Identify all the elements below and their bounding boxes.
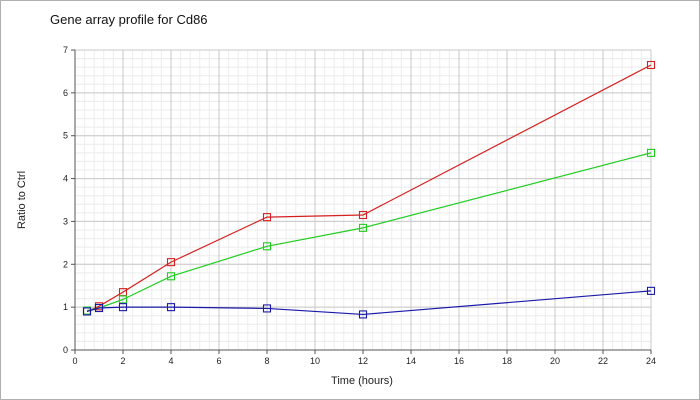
x-tick-label: 10	[310, 356, 320, 366]
x-tick-label: 12	[358, 356, 368, 366]
x-tick-label: 2	[120, 356, 125, 366]
x-tick-label: 16	[454, 356, 464, 366]
series-3	[82, 286, 656, 319]
data-point	[166, 303, 176, 312]
data-point	[358, 223, 368, 232]
x-tick-label: 18	[502, 356, 512, 366]
chart-title: Gene array profile for Cd86	[50, 12, 208, 27]
series-3-line	[86, 290, 652, 316]
x-tick-label: 20	[550, 356, 560, 366]
y-tick-label: 4	[63, 174, 68, 184]
x-axis-label: Time (hours)	[331, 375, 393, 387]
data-point	[262, 242, 272, 251]
data-point	[358, 310, 368, 319]
x-tick-label: 22	[598, 356, 608, 366]
series-1-line	[86, 64, 652, 312]
data-point	[262, 213, 272, 222]
x-tick-label: 14	[406, 356, 416, 366]
x-tick-label: 8	[264, 356, 269, 366]
data-point	[646, 60, 656, 70]
y-tick-label: 7	[63, 45, 68, 55]
x-tick-label: 4	[168, 356, 173, 366]
series-2	[82, 148, 656, 315]
grid	[74, 49, 652, 351]
data-point	[358, 210, 368, 220]
y-axis-ticks: 0 1 2 3 4 5 6 7	[63, 45, 75, 355]
x-axis-ticks: 0 2 4 6 8 10 12 14 16 18 20 22 24	[72, 350, 656, 366]
data-point	[166, 258, 176, 267]
data-point	[118, 303, 128, 312]
data-point	[82, 307, 92, 316]
series-group	[82, 60, 656, 319]
data-point	[646, 286, 656, 295]
series-2-line	[86, 152, 652, 312]
data-point	[646, 148, 656, 157]
y-tick-label: 3	[63, 216, 68, 226]
x-tick-label: 0	[72, 356, 77, 366]
data-point	[166, 272, 176, 281]
data-point	[118, 295, 128, 304]
y-tick-label: 6	[63, 88, 68, 98]
data-point	[94, 303, 104, 313]
data-point	[262, 304, 272, 313]
x-tick-label: 24	[646, 356, 656, 366]
y-tick-label: 2	[63, 259, 68, 269]
x-tick-label: 6	[216, 356, 221, 366]
y-tick-label: 5	[63, 131, 68, 141]
y-axis-label: Ratio to Ctrl	[16, 171, 28, 229]
y-tick-label: 0	[63, 345, 68, 355]
y-tick-label: 1	[63, 302, 68, 312]
